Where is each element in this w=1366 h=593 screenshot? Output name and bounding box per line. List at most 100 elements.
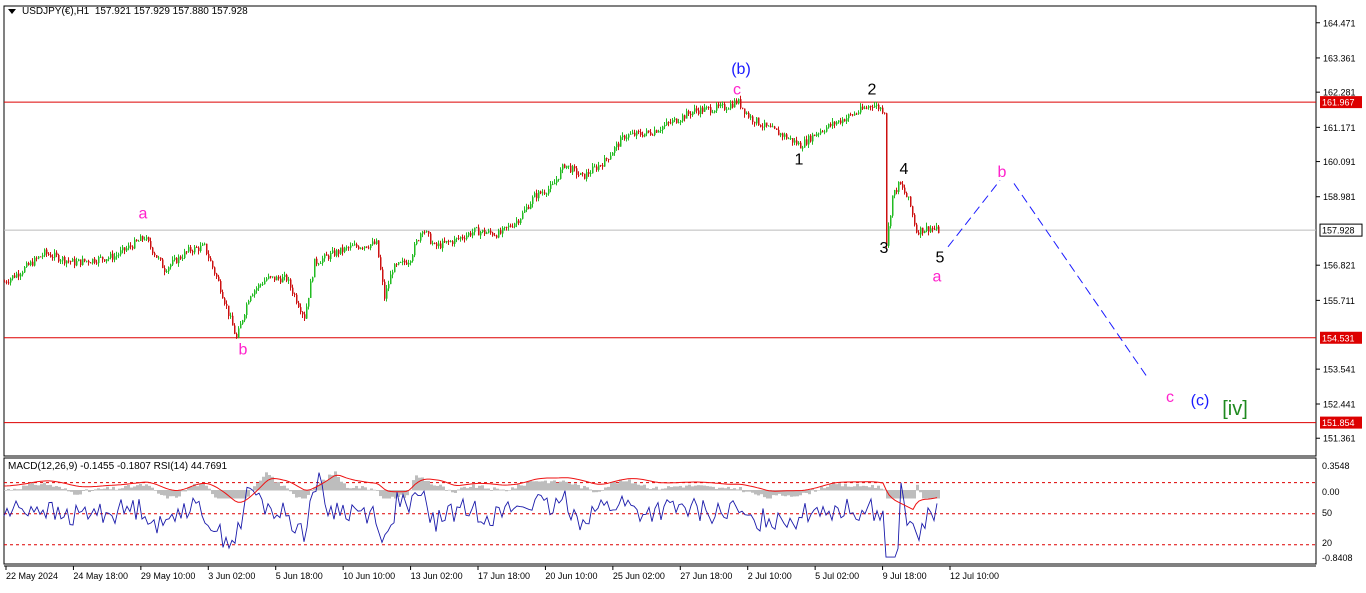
- macd-hist-bar: [16, 489, 19, 491]
- candle-body: [328, 255, 330, 259]
- macd-hist-bar: [334, 471, 337, 491]
- candle-body: [546, 193, 548, 195]
- macd-hist-bar: [808, 490, 811, 495]
- time-tick-label: 20 Jun 10:00: [545, 571, 597, 581]
- candle-body: [540, 191, 542, 194]
- macd-hist-bar: [574, 483, 577, 491]
- macd-hist-bar: [841, 486, 844, 491]
- macd-hist-bar: [571, 484, 574, 491]
- candle-body: [698, 110, 700, 114]
- candle-body: [102, 256, 104, 260]
- candle-body: [310, 281, 312, 298]
- candle-body: [602, 165, 604, 167]
- candle-body: [656, 130, 658, 133]
- candle-body: [178, 256, 180, 264]
- indicator-tick-label: -0.8408: [1322, 553, 1353, 563]
- candle-body: [702, 107, 704, 112]
- candle-body: [742, 107, 744, 109]
- candle-body: [396, 264, 398, 265]
- macd-hist-bar: [562, 480, 565, 491]
- macd-hist-bar: [313, 487, 316, 491]
- macd-hist-bar: [346, 487, 349, 491]
- wave-label: b: [239, 342, 248, 359]
- macd-hist-bar: [610, 482, 613, 491]
- wave-label: 4: [900, 161, 909, 178]
- macd-hist-bar: [316, 484, 319, 491]
- candle-body: [130, 245, 132, 247]
- candle-body: [638, 131, 640, 133]
- macd-hist-bar: [109, 489, 112, 491]
- candle-body: [382, 269, 384, 282]
- candle-body: [658, 130, 660, 133]
- macd-hist-bar: [565, 481, 568, 491]
- candle-body: [558, 178, 560, 180]
- candle-body: [806, 139, 808, 145]
- candle-body: [634, 132, 636, 136]
- candle-body: [506, 226, 508, 228]
- candle-body: [520, 218, 522, 224]
- candle-body: [516, 220, 518, 224]
- macd-hist-bar: [922, 490, 925, 499]
- macd-hist-bar: [331, 475, 334, 491]
- candle-body: [690, 113, 692, 116]
- candle-body: [772, 126, 774, 128]
- candle-body: [486, 232, 488, 234]
- macd-hist-bar: [892, 490, 895, 499]
- candle-body: [362, 247, 364, 249]
- macd-hist-bar: [322, 479, 325, 491]
- price-tick-label: 153.541: [1323, 365, 1356, 375]
- macd-hist-bar: [649, 489, 652, 491]
- candle-body: [340, 247, 342, 254]
- candle-body: [172, 259, 174, 265]
- projection-line: [1013, 183, 1148, 378]
- macd-hist-bar: [559, 481, 562, 491]
- macd-hist-bar: [286, 488, 289, 491]
- candle-body: [564, 164, 566, 168]
- candle-body: [108, 257, 110, 260]
- macd-hist-bar: [496, 488, 499, 491]
- candle-body: [704, 107, 706, 112]
- candle-body: [430, 233, 432, 244]
- candle-body: [724, 104, 726, 110]
- candle-body: [404, 260, 406, 263]
- macd-hist-bar: [871, 485, 874, 491]
- candle-body: [232, 315, 234, 326]
- candle-body: [364, 246, 366, 249]
- candle-body: [400, 262, 402, 263]
- candle-body: [156, 255, 158, 258]
- candle-body: [88, 260, 90, 263]
- macd-hist-bar: [646, 488, 649, 491]
- macd-hist-bar: [700, 485, 703, 491]
- macd-hist-bar: [229, 490, 232, 499]
- macd-hist-bar: [28, 483, 31, 491]
- macd-hist-bar: [25, 485, 28, 491]
- candle-body: [28, 263, 30, 265]
- macd-hist-bar: [853, 486, 856, 491]
- candle-body: [736, 100, 738, 104]
- candle-body: [562, 164, 564, 170]
- symbol-label: USDJPY(€),H1: [22, 6, 90, 17]
- candle-body: [192, 251, 194, 253]
- candle-body: [832, 121, 834, 126]
- candle-body: [846, 118, 848, 122]
- candle-body: [776, 128, 778, 130]
- macd-hist-bar: [454, 490, 457, 493]
- candle-body: [140, 236, 142, 241]
- candle-body: [394, 264, 396, 273]
- macd-hist-bar: [94, 489, 97, 491]
- macd-hist-bar: [235, 490, 238, 499]
- chevron-down-icon[interactable]: [8, 8, 16, 14]
- candle-body: [670, 122, 672, 124]
- candle-body: [438, 243, 440, 247]
- macd-hist-bar: [187, 487, 190, 491]
- macd-hist-bar: [184, 490, 187, 492]
- candle-body: [710, 107, 712, 113]
- candle-body: [118, 254, 120, 256]
- candle-body: [560, 169, 562, 179]
- candle-body: [848, 114, 850, 119]
- macd-hist-bar: [121, 488, 124, 491]
- candle-body: [640, 132, 642, 135]
- macd-hist-bar: [124, 485, 127, 491]
